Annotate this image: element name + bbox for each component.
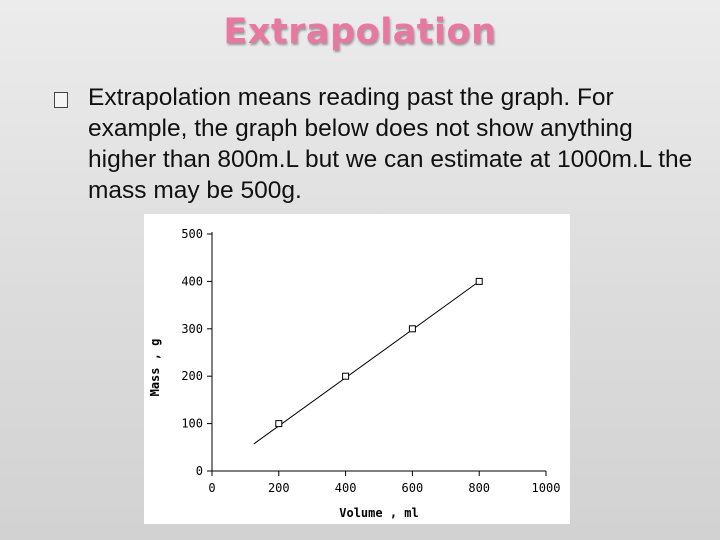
y-tick-label: 500 xyxy=(181,227,203,241)
bullet-icon xyxy=(54,92,68,108)
x-tick-label: 800 xyxy=(468,481,490,495)
data-point xyxy=(408,325,416,333)
mass-volume-chart: 0 200 400 600 800 1000 0 100 200 300 400 500 Volume … xyxy=(144,214,570,524)
slide-title: Extrapolation xyxy=(223,12,497,52)
data-point xyxy=(342,372,350,380)
x-tick-label: 0 xyxy=(208,481,215,495)
y-axis-title: Mass , g xyxy=(148,339,162,397)
trend-line xyxy=(253,280,480,445)
x-tick-label: 600 xyxy=(402,481,424,495)
x-tick-label: 1000 xyxy=(532,481,561,495)
x-axis-title: Volume , ml xyxy=(339,506,418,520)
data-point xyxy=(475,277,483,285)
x-tick-label: 200 xyxy=(268,481,290,495)
y-tick-label: 300 xyxy=(181,322,203,336)
chart-canvas: 0 200 400 600 800 1000 0 100 200 300 400 500 Volume … xyxy=(148,227,561,520)
y-tick-label: 100 xyxy=(181,417,203,431)
x-tick-label: 400 xyxy=(335,481,357,495)
y-tick-label: 200 xyxy=(181,369,203,383)
y-tick-label: 0 xyxy=(196,464,203,478)
data-point xyxy=(275,420,283,428)
y-tick-label: 400 xyxy=(181,274,203,288)
slide-body-text: Extrapolation means reading past the gra… xyxy=(88,84,693,204)
